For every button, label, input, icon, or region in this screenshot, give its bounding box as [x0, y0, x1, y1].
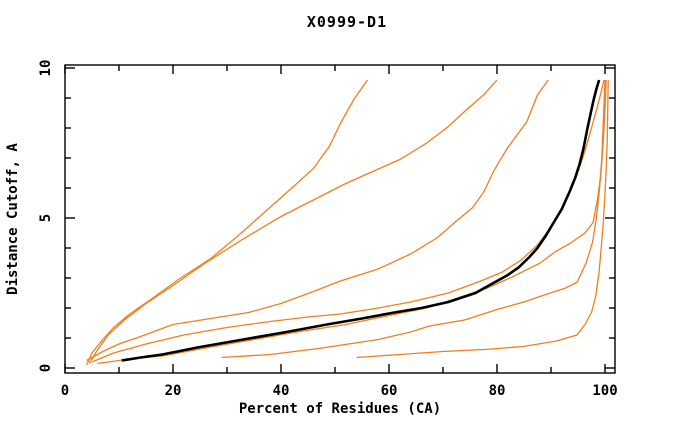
y-tick-label: 5	[38, 214, 54, 222]
x-tick-label: 20	[165, 383, 182, 399]
series-black-reference-model	[121, 79, 601, 362]
axis-ticks	[64, 65, 615, 373]
y-tick-label: 0	[38, 364, 54, 372]
x-tick-label: 80	[489, 383, 506, 399]
x-tick-label: 100	[592, 383, 617, 399]
axis-tick-labels: 0 20 40 60 80 100 0 5 10	[38, 60, 618, 399]
data-series	[86, 79, 609, 366]
series-orange-model-4	[91, 79, 605, 363]
series-orange-model-6	[221, 79, 606, 359]
plot-border	[64, 64, 616, 374]
series-orange-model-3	[86, 79, 549, 362]
x-tick-label: 40	[273, 383, 290, 399]
x-tick-label: 0	[61, 383, 69, 399]
series-orange-model-2	[88, 79, 498, 364]
series-orange-model-1	[86, 79, 368, 366]
plot-frame	[64, 64, 616, 374]
y-axis-label: Distance Cutoff, A	[5, 143, 21, 295]
y-tick-label: 10	[38, 60, 54, 77]
x-tick-label: 60	[381, 383, 398, 399]
x-axis-label: Percent of Residues (CA)	[239, 401, 441, 417]
series-orange-model-7	[356, 79, 609, 359]
chart-title: X0999-D1	[307, 13, 387, 31]
